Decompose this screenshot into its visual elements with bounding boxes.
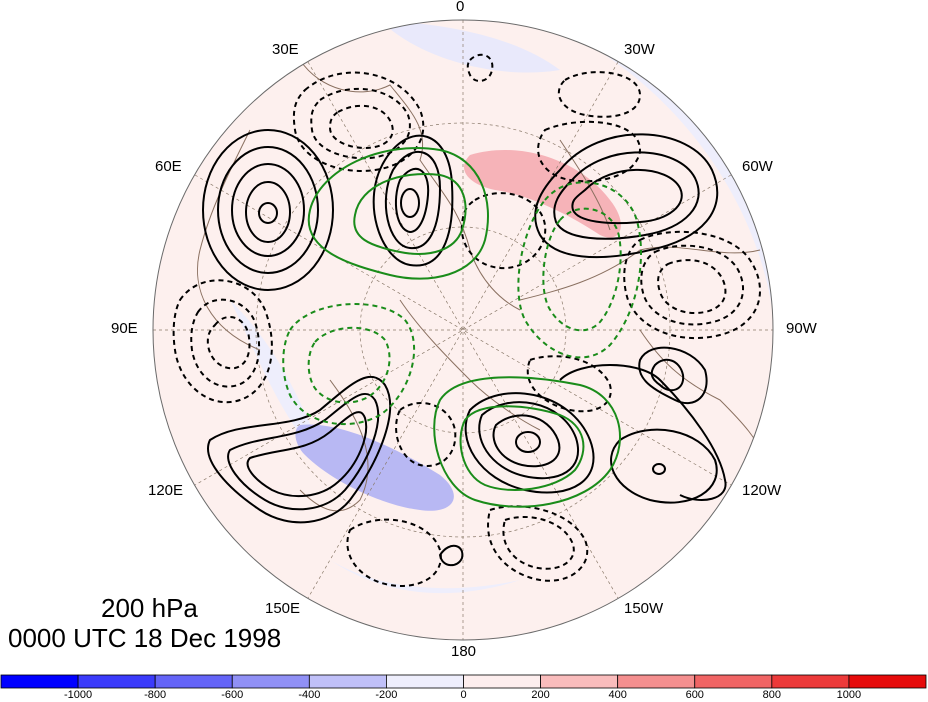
- negative-contours: [172, 53, 761, 587]
- green-dashed-contours: [282, 181, 642, 426]
- lon-label-30e: 30E: [272, 41, 299, 58]
- lon-label-180: 180: [451, 643, 477, 660]
- map-boundary: [152, 19, 774, 641]
- colorbar-tick-label: -600: [221, 689, 244, 701]
- colorbar-tick-label: 600: [685, 689, 704, 701]
- lon-label-30w: 30W: [624, 41, 655, 58]
- lon-label-120w: 120W: [742, 482, 782, 499]
- colorbar-swatch: [0, 674, 79, 689]
- colorbar-tick-label: -1000: [64, 689, 93, 701]
- colorbar-tick-label: -400: [298, 689, 321, 701]
- colorbar-tick-label: 0: [460, 689, 467, 701]
- colorbar: [0, 674, 927, 689]
- lon-label-90w: 90W: [786, 320, 817, 337]
- colorbar-tick-label: -200: [375, 689, 398, 701]
- lon-label-60e: 60E: [155, 158, 182, 175]
- colorbar-tick-label: 800: [762, 689, 782, 701]
- colorbar-swatch: [154, 674, 233, 689]
- colorbar-swatch: [848, 674, 927, 689]
- colorbar-tick-label: 400: [608, 689, 627, 701]
- contours: [172, 53, 761, 587]
- colorbar-swatch: [463, 674, 541, 689]
- colorbar-swatch: [617, 674, 696, 689]
- lon-label-60w: 60W: [742, 158, 773, 175]
- lon-label-0: 0: [456, 0, 465, 15]
- colorbar-tick-label: -800: [144, 689, 167, 701]
- colorbar-swatch: [231, 674, 310, 689]
- lon-label-90e: 90E: [111, 320, 138, 337]
- colorbar-swatch: [694, 674, 773, 689]
- lon-label-120e: 120E: [148, 482, 184, 499]
- colorbar-tick-label: 200: [531, 689, 550, 701]
- pressure-level-caption: 200 hPa: [101, 593, 198, 623]
- lon-label-150e: 150E: [265, 600, 301, 617]
- colorbar-swatch: [771, 674, 850, 689]
- colorbar-tick-label: 1000: [836, 689, 862, 701]
- positive-contours: [202, 129, 727, 567]
- valid-time-caption: 0000 UTC 18 Dec 1998: [8, 623, 282, 653]
- colorbar-swatch: [308, 674, 387, 689]
- colorbar-swatch: [386, 674, 464, 689]
- graticule: [153, 20, 773, 640]
- lon-label-150w: 150W: [624, 600, 664, 617]
- green-contours: [307, 147, 621, 508]
- colorbar-swatch: [540, 674, 619, 689]
- colorbar-swatch: [77, 674, 156, 689]
